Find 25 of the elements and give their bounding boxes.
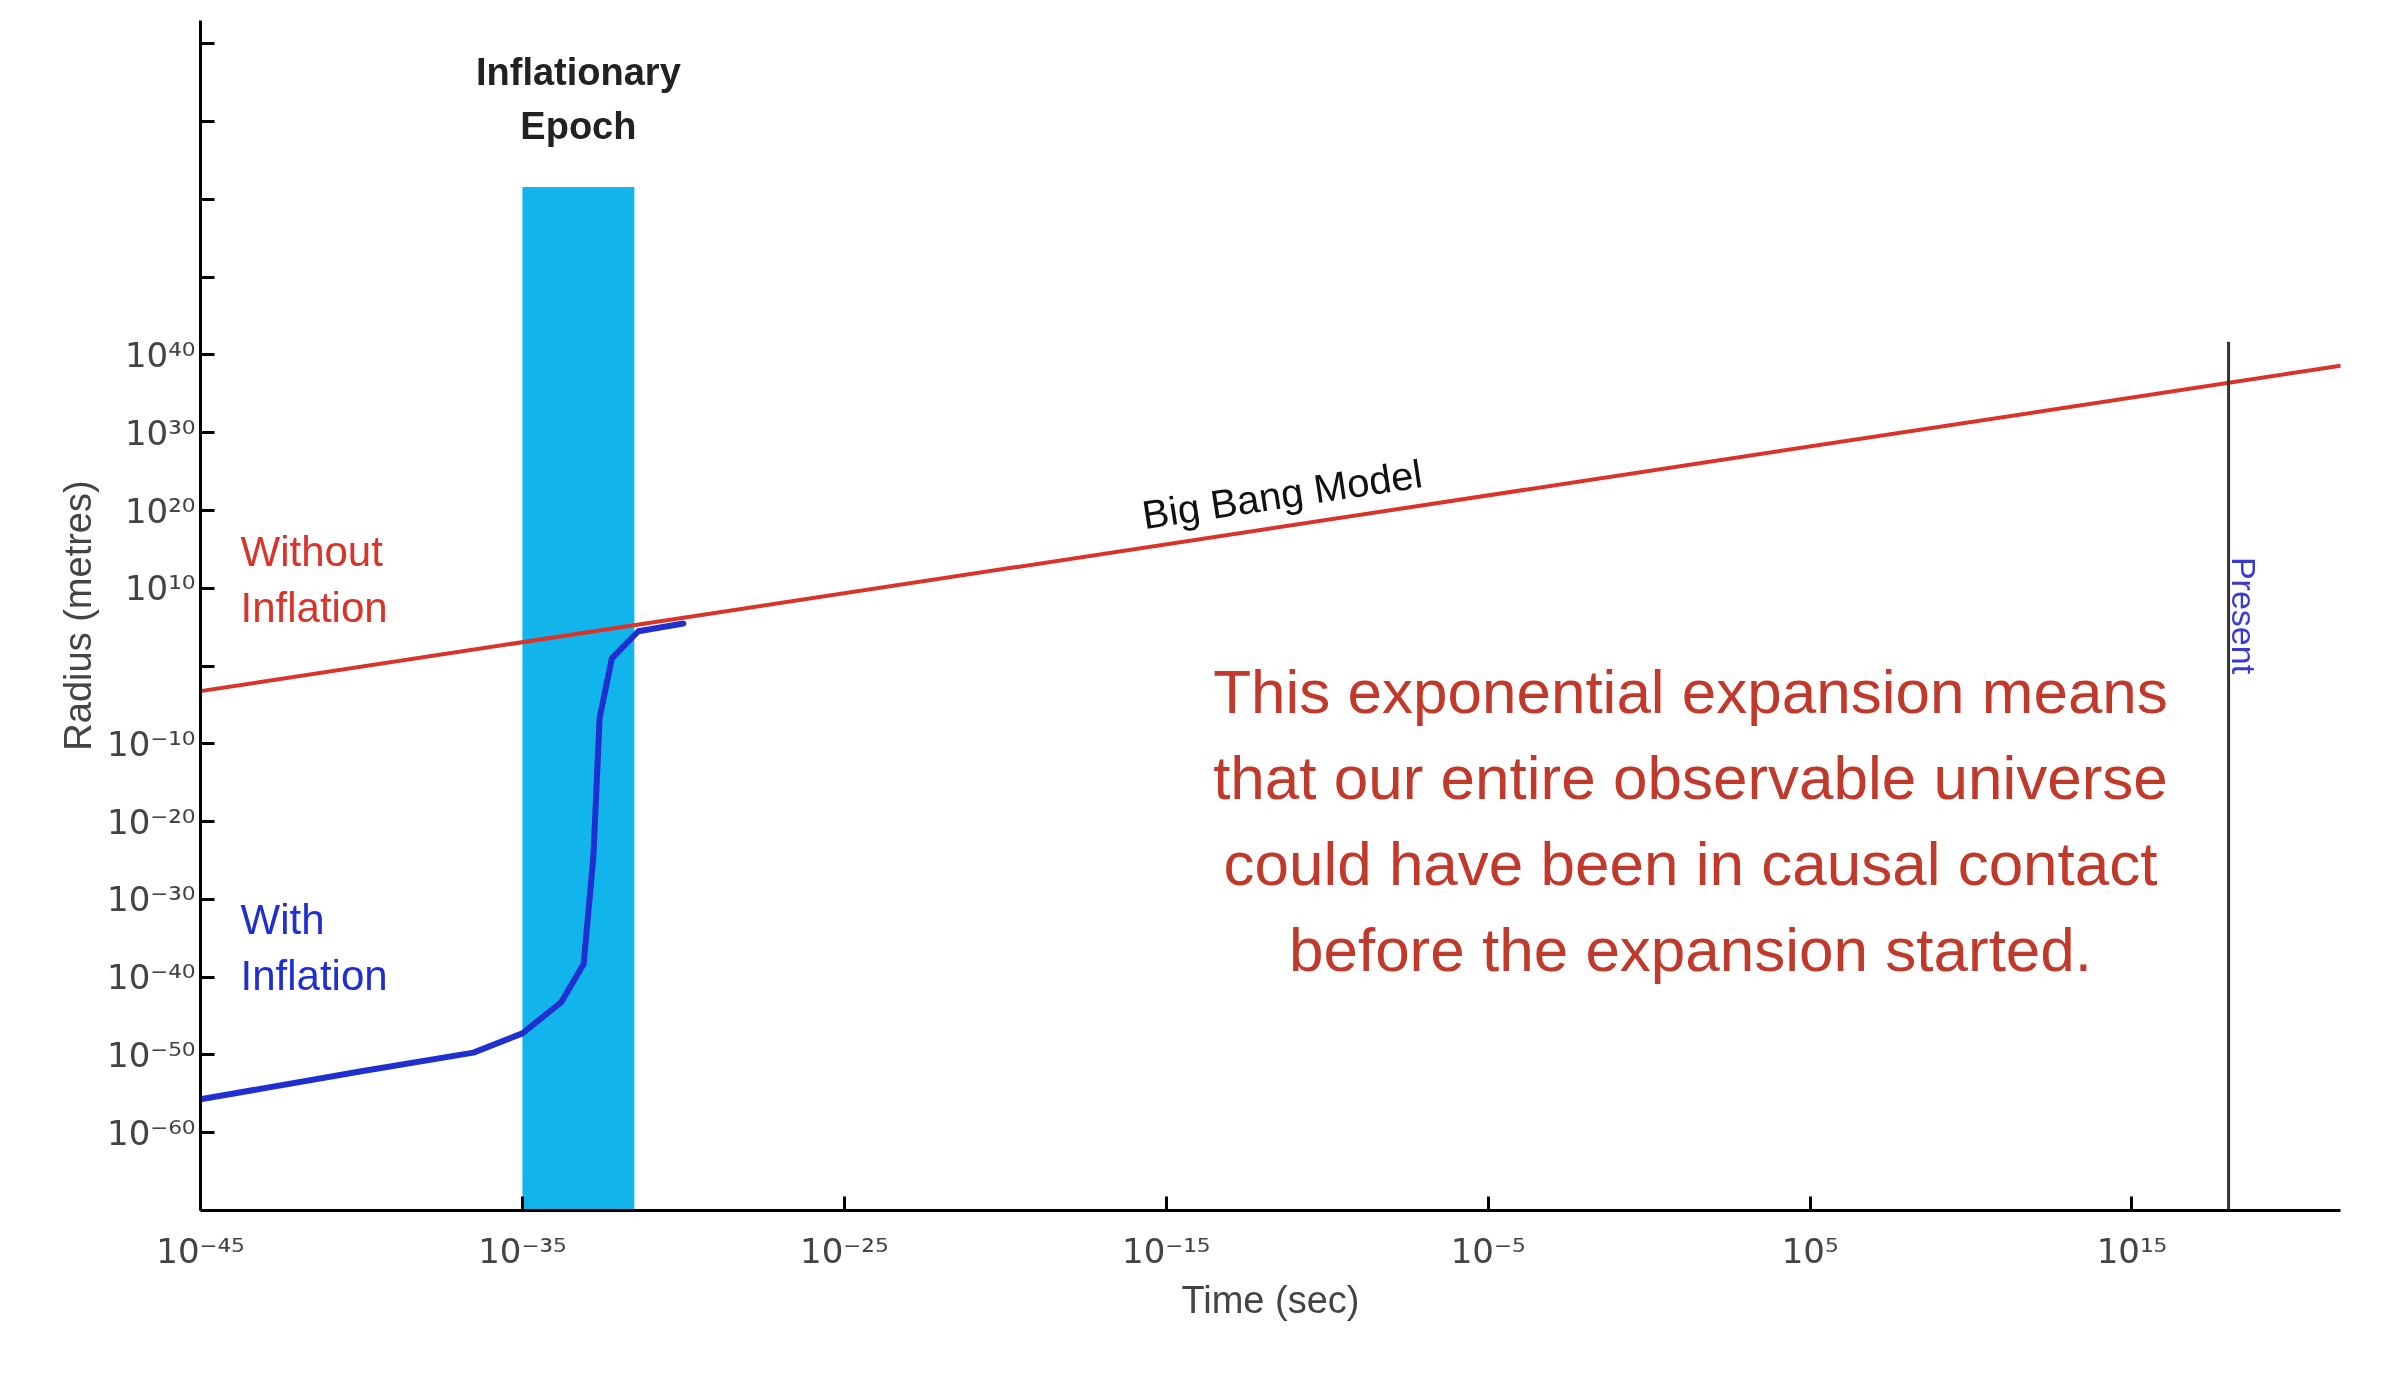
y-tick-label: 10³⁰ <box>124 412 196 453</box>
band-label: Inflationary Epoch <box>475 50 681 148</box>
x-tick-label: 10⁻²⁵ <box>800 1230 889 1271</box>
y-tick-label: 10¹⁰ <box>124 568 196 609</box>
y-tick-label: 10⁻⁶⁰ <box>107 1112 196 1153</box>
series-label: With Inflation <box>240 895 388 1000</box>
ref-line-label: Present <box>2224 556 2263 675</box>
x-tick-label: 10⁵ <box>1781 1230 1839 1271</box>
x-tick-label: 10⁻³⁵ <box>478 1230 567 1271</box>
y-tick-label: 10⁻³⁰ <box>107 879 196 920</box>
x-axis-title: Time (sec) <box>1181 1278 1360 1321</box>
annotation: Big Bang Model <box>1139 451 1425 538</box>
x-tick-label: 10⁻⁵ <box>1450 1230 1526 1271</box>
y-tick-label: 10⁻²⁰ <box>107 801 196 842</box>
y-tick-label: 10²⁰ <box>124 490 196 531</box>
series-label: Without Inflation <box>240 527 388 632</box>
y-tick-label: 10⁴⁰ <box>124 334 196 375</box>
x-tick-label: 10⁻¹⁵ <box>1122 1230 1211 1271</box>
y-tick-label: 10⁻⁴⁰ <box>107 957 196 998</box>
x-tick-label: 10¹⁵ <box>2096 1230 2168 1271</box>
y-tick-label: 10⁻⁵⁰ <box>107 1034 196 1075</box>
x-tick-label: 10⁻⁴⁵ <box>156 1230 245 1271</box>
y-tick-label: 10⁻¹⁰ <box>107 723 196 764</box>
y-axis-title: Radius (metres) <box>57 480 100 751</box>
annotation: This exponential expansion means that our entire observable universe could have been in causal contact before the expansion started. <box>1213 656 2168 985</box>
